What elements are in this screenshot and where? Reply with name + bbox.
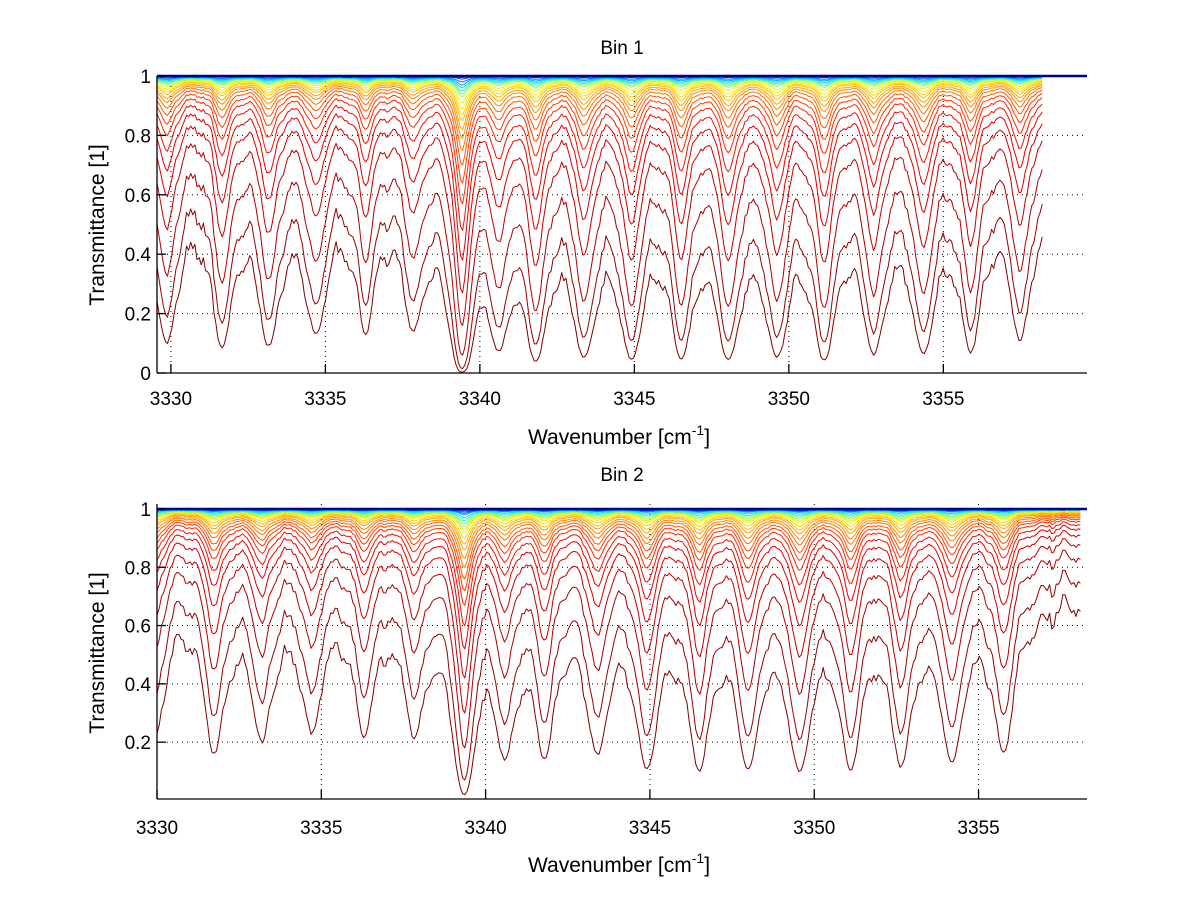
plot-bin-1: Bin 1 3330 3335 3340 3345 3350 3355 0 0.2 0.4 0.… <box>86 38 1087 449</box>
y-tick-label: 0.4 <box>125 245 152 266</box>
series-line-8 <box>156 509 1081 524</box>
x-axis-label: Wavenumber [cm-1] <box>528 422 710 449</box>
series-line-16 <box>156 86 1043 151</box>
series-group <box>156 74 1087 373</box>
series-line-13 <box>156 511 1081 545</box>
series-line-19 <box>156 518 1081 606</box>
series-line-11 <box>156 510 1081 533</box>
x-axis-label-text: Wavenumber [cm <box>528 426 692 449</box>
series-line-21 <box>156 524 1081 650</box>
y-tick-label: 0.2 <box>125 733 151 754</box>
y-tick-label: 0.8 <box>125 558 151 579</box>
x-tick-label: 3335 <box>304 389 346 410</box>
y-axis-label: Transmittance [1] <box>86 572 109 733</box>
plot-title: Bin 1 <box>600 38 643 59</box>
x-axis-label: Wavenumber [cm-1] <box>528 850 710 877</box>
x-tick-label: 3355 <box>922 389 964 410</box>
grid-lines <box>157 75 1087 374</box>
series-line-15 <box>156 84 1043 139</box>
series-line-24 <box>156 549 1081 749</box>
series-line-22 <box>156 530 1081 679</box>
y-tick-label: 0.4 <box>125 675 152 696</box>
series-line-17 <box>156 515 1081 580</box>
y-tick-label: 1 <box>140 500 151 521</box>
series-line-17 <box>156 89 1043 166</box>
series-line-23 <box>156 140 1043 326</box>
series-line-18 <box>156 516 1081 592</box>
series-line-12 <box>156 511 1081 539</box>
series-line-6 <box>156 509 1081 519</box>
y-tick-label: 0.6 <box>125 617 151 638</box>
x-tick-label: 3340 <box>459 389 501 410</box>
x-tick-label: 3340 <box>464 818 506 839</box>
x-axis-label-suffix: ] <box>704 426 710 449</box>
series-line-9 <box>156 510 1081 527</box>
plot-title: Bin 2 <box>600 465 643 486</box>
x-axis-label-text: Wavenumber [cm <box>528 854 692 877</box>
series-line-22 <box>156 123 1043 294</box>
series-line-9 <box>156 78 1043 98</box>
series-line-19 <box>156 97 1043 205</box>
y-tick-labels: 0 0.2 0.4 0.6 0.8 1 <box>125 67 152 385</box>
series-line-7 <box>156 77 1043 92</box>
axes <box>156 504 1087 800</box>
series-line-15 <box>156 513 1081 559</box>
series-line-20 <box>156 521 1081 627</box>
y-tick-labels: 0.2 0.4 0.6 0.8 1 <box>125 500 152 754</box>
y-tick-label: 0.6 <box>125 186 151 207</box>
series-line-16 <box>156 514 1081 568</box>
x-tick-label: 3330 <box>136 818 178 839</box>
x-tick-label: 3350 <box>793 818 835 839</box>
series-line-25 <box>156 569 1081 781</box>
series-line-10 <box>156 510 1081 530</box>
series-line-23 <box>156 538 1081 714</box>
series-line-26 <box>156 236 1043 373</box>
x-tick-labels: 3330 3335 3340 3345 3350 3355 <box>136 818 1000 839</box>
series-line-12 <box>156 81 1043 116</box>
x-tick-label: 3335 <box>300 818 342 839</box>
series-line-25 <box>156 203 1043 369</box>
series-line-24 <box>156 169 1043 356</box>
series-line-14 <box>156 83 1043 130</box>
x-tick-label: 3330 <box>150 389 192 410</box>
series-line-18 <box>156 92 1043 184</box>
y-tick-label: 0.2 <box>125 305 151 326</box>
x-tick-label: 3345 <box>629 818 671 839</box>
y-tick-label: 1 <box>140 67 151 88</box>
series-line-14 <box>156 512 1081 551</box>
x-axis-label-suffix: ] <box>704 854 710 877</box>
x-axis-label-superscript: -1 <box>692 850 705 866</box>
axes <box>156 75 1087 374</box>
x-tick-labels: 3330 3335 3340 3345 3350 3355 <box>150 389 965 410</box>
x-axis-label-superscript: -1 <box>692 422 705 438</box>
series-group <box>156 507 1087 796</box>
y-axis-label: Transmittance [1] <box>86 144 109 305</box>
y-tick-label: 0 <box>140 364 151 385</box>
x-tick-label: 3345 <box>613 389 655 410</box>
x-tick-label: 3355 <box>957 818 999 839</box>
plot-bin-2: Bin 2 3330 3335 3340 3345 3350 3355 0.2 0.4 0.6… <box>86 465 1087 877</box>
series-line-20 <box>156 103 1043 231</box>
series-line-26 <box>156 594 1081 796</box>
x-tick-label: 3350 <box>768 389 810 410</box>
series-line-11 <box>156 80 1043 110</box>
series-line-13 <box>156 81 1043 122</box>
series-line-10 <box>156 79 1043 104</box>
y-tick-label: 0.8 <box>125 126 151 147</box>
series-line-21 <box>156 111 1043 261</box>
